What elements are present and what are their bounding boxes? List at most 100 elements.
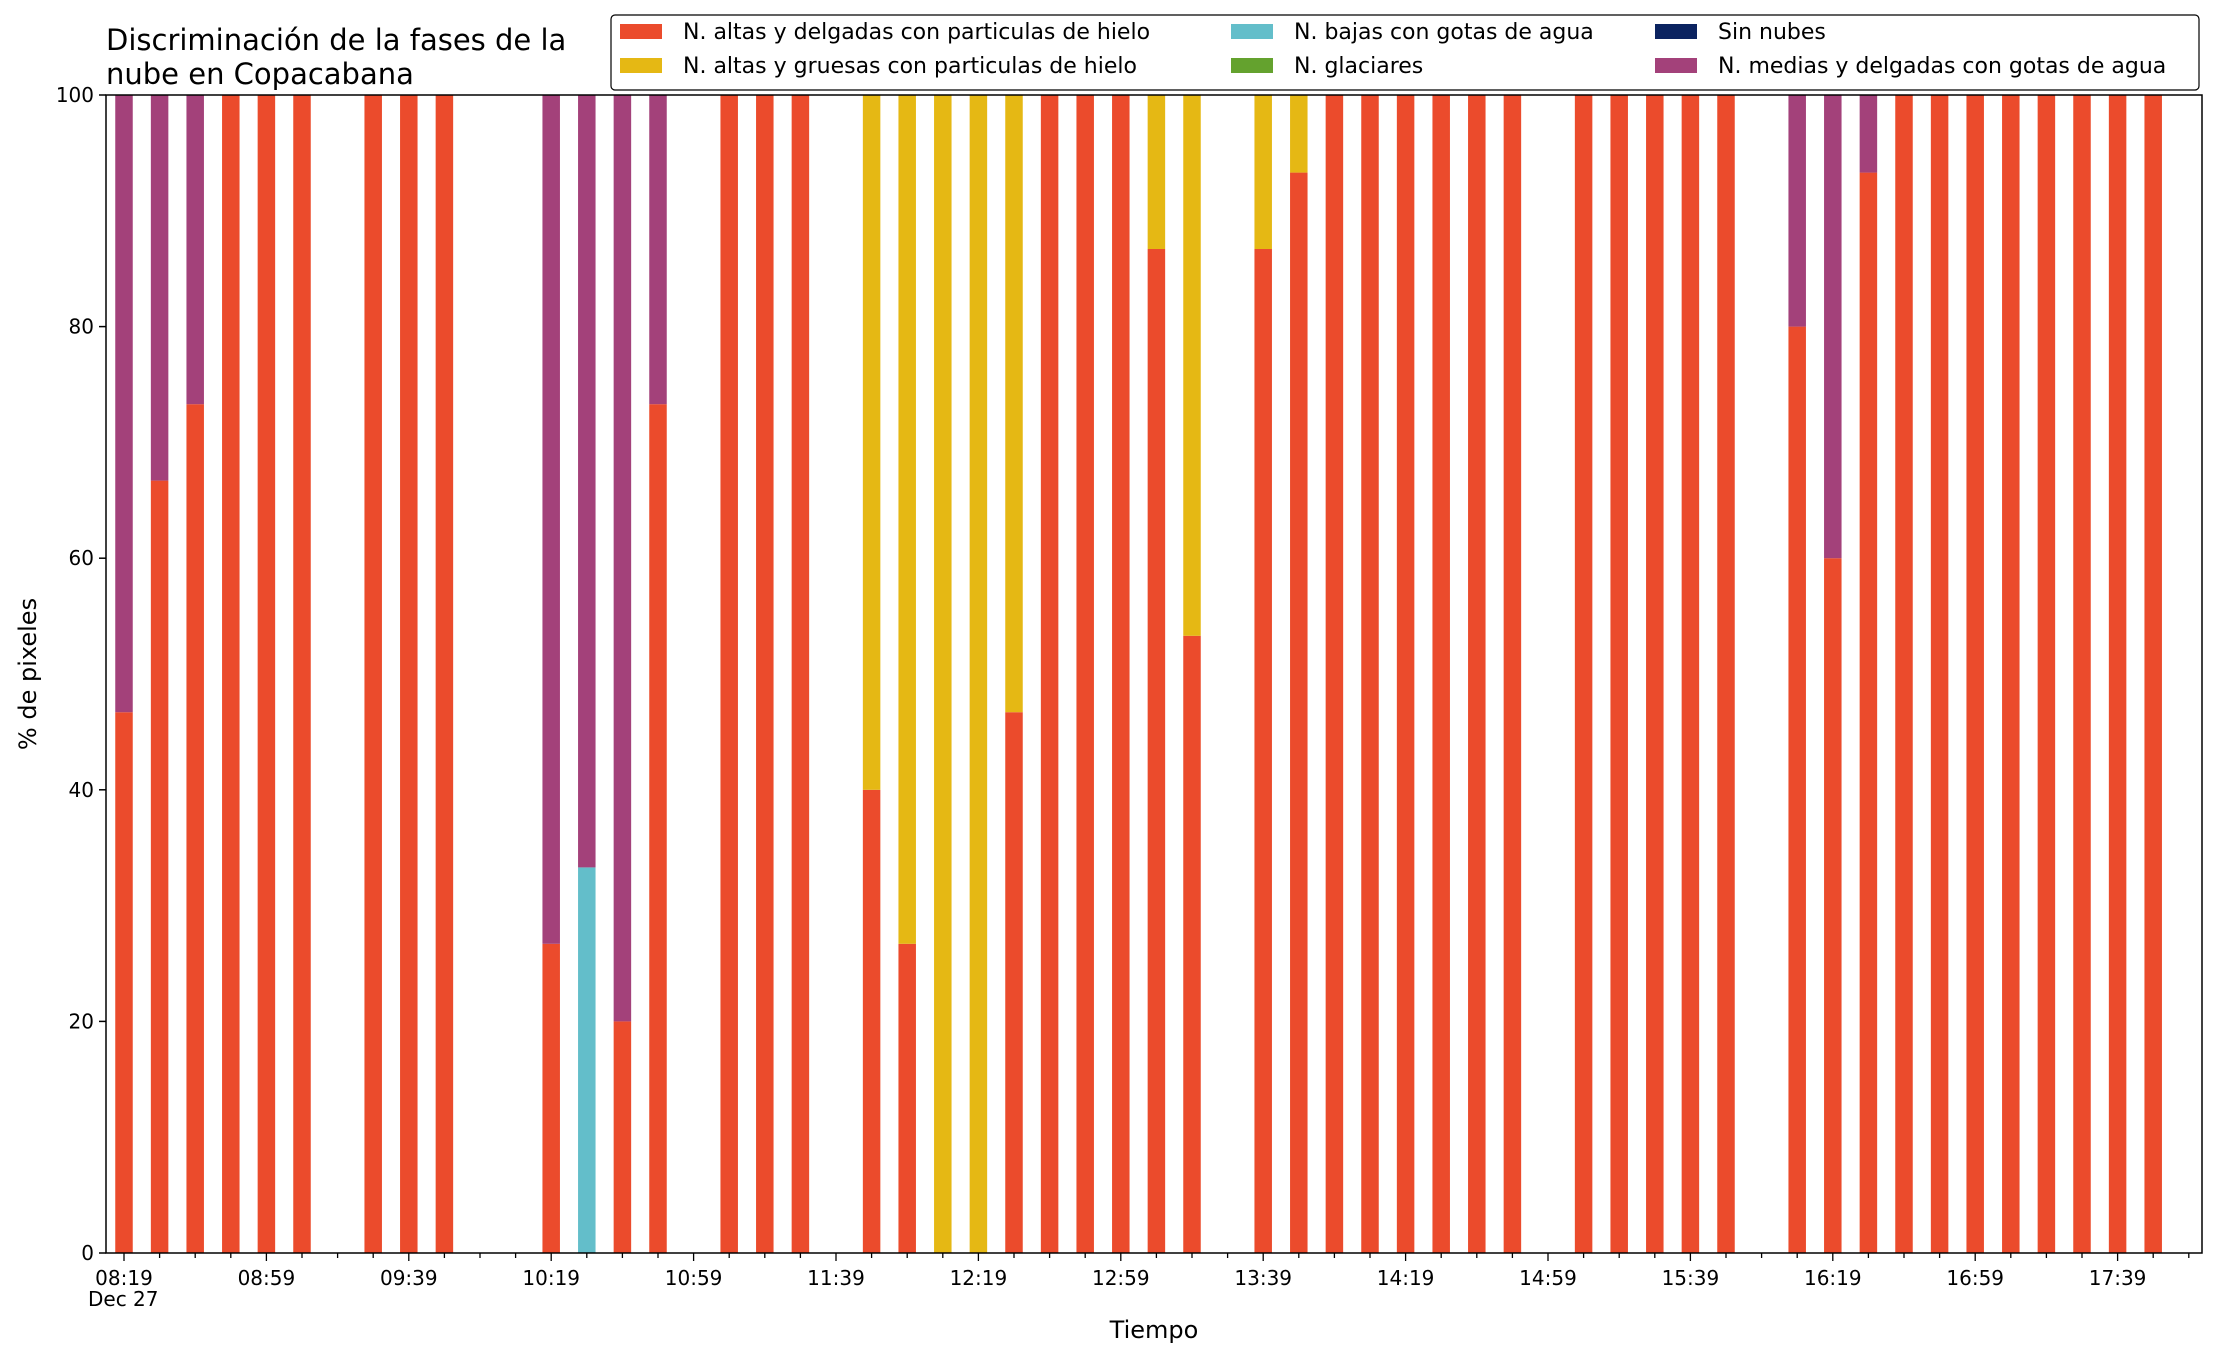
bar-segment-1249-s0 [1076, 95, 1094, 1253]
bar-segment-1159-s1 [898, 95, 916, 944]
chart-title-line-1: Discriminación de la fases de la [106, 23, 566, 57]
bar-segment-0819-s5 [115, 95, 133, 713]
bar-segment-1309-s0 [1147, 249, 1166, 1253]
x-tick-label-1219: 12:19 [950, 1266, 1008, 1290]
bar-segment-1649-s0 [1930, 95, 1949, 1253]
x-tick-label-1019: 10:19 [522, 1266, 580, 1290]
bar-segment-1349-s1 [1290, 95, 1308, 173]
bar-segment-0929-s0 [364, 95, 382, 1253]
bar-segment-1149-s1 [862, 95, 881, 790]
bar-segment-0829-s0 [150, 480, 169, 1253]
bar-segment-0949-s0 [435, 95, 454, 1253]
x-axis-label: Tiempo [1109, 1316, 1199, 1344]
legend-swatch-1 [620, 58, 662, 73]
legend-label-5: N. medias y delgadas con gotas de agua [1718, 54, 2166, 79]
legend-swatch-5 [1655, 58, 1697, 73]
plot-frame [105, 94, 2203, 1254]
bar-segment-1609-s0 [1788, 326, 1806, 1254]
bar-segment-1729-s0 [2073, 95, 2091, 1253]
bar-segment-1609-s5 [1788, 95, 1806, 327]
bar-segment-1529-s0 [1646, 95, 1664, 1253]
bar-segment-1209-s1 [934, 95, 952, 1253]
bar-segment-1229-s1 [1005, 95, 1023, 713]
y-tick-label-80: 80 [69, 315, 94, 339]
bar-segment-1119-s0 [756, 95, 774, 1253]
bar-segment-1109-s0 [720, 95, 738, 1253]
legend-swatch-0 [620, 24, 662, 39]
bar-segment-1229-s0 [1005, 712, 1023, 1253]
bar-segment-1639-s0 [1895, 95, 1913, 1253]
x-tick-label-1139: 11:39 [807, 1266, 865, 1290]
bar-segment-1019-s5 [542, 95, 560, 944]
bar-segment-1749-s0 [2144, 95, 2162, 1253]
y-tick-label-100: 100 [56, 83, 94, 107]
x-axis: 08:19 08:59 09:39 10:19 10:59 11:39 12:19 12:59… [95, 1253, 2190, 1290]
x-tick-label-1259: 12:59 [1092, 1266, 1150, 1290]
bar-segment-1349-s0 [1290, 172, 1308, 1254]
y-axis: 0 20 40 60 80 100 [56, 83, 106, 1265]
bar-segment-1429-s0 [1432, 95, 1450, 1253]
legend-box [610, 14, 2200, 91]
x-tick-label-1539: 15:39 [1662, 1266, 1720, 1290]
y-tick-label-60: 60 [69, 546, 94, 570]
x-tick-label-1459: 14:59 [1519, 1266, 1577, 1290]
bar-segment-0839-s0 [186, 404, 204, 1253]
bar-segment-1049-s0 [649, 404, 667, 1253]
legend-swatch-2 [1231, 24, 1273, 39]
bar-segment-1629-s0 [1859, 172, 1878, 1254]
bar-segment-1409-s0 [1361, 95, 1379, 1253]
legend-swatch-4 [1655, 24, 1697, 39]
bar-segment-1509-s0 [1574, 95, 1593, 1253]
legend: N. altas y delgadas con particulas de hi… [610, 14, 2200, 91]
x-tick-label-0859: 08:59 [238, 1266, 296, 1290]
bar-segment-1039-s5 [613, 95, 632, 1022]
bar-segment-1549-s0 [1717, 95, 1735, 1253]
y-tick-label-0: 0 [81, 1241, 94, 1265]
bar-segment-1519-s0 [1610, 95, 1628, 1253]
bar-segment-0909-s0 [293, 95, 311, 1253]
bar-segment-1049-s5 [649, 95, 667, 405]
bar-segment-1709-s0 [2002, 95, 2020, 1253]
bar-segment-1029-s5 [578, 95, 596, 868]
bar-segment-1029-s2 [578, 867, 596, 1253]
bar-segment-1619-s5 [1824, 95, 1842, 559]
y-tick-label-40: 40 [69, 778, 94, 802]
y-axis-label: % de pixeles [14, 598, 42, 750]
legend-label-0: N. altas y delgadas con particulas de hi… [683, 20, 1150, 45]
bar-segment-1719-s0 [2037, 95, 2056, 1253]
chart-title-line-2: nube en Copacabana [106, 57, 414, 91]
bar-segment-1259-s0 [1112, 95, 1130, 1253]
bar-segment-1319-s0 [1183, 635, 1201, 1253]
x-tick-label-0819: 08:19 [95, 1266, 153, 1290]
x-tick-label-1059: 10:59 [665, 1266, 723, 1290]
bar-segment-1339-s0 [1254, 249, 1272, 1253]
legend-swatch-3 [1231, 58, 1273, 73]
bar-segment-1149-s0 [862, 789, 881, 1253]
bars-layer [115, 95, 2162, 1254]
bar-segment-1739-s0 [2108, 95, 2127, 1253]
bar-segment-1659-s0 [1966, 95, 1984, 1253]
y-tick-label-20: 20 [69, 1009, 94, 1033]
bar-segment-0829-s5 [150, 95, 169, 481]
bar-segment-1039-s0 [613, 1021, 632, 1253]
bar-segment-1319-s1 [1183, 95, 1201, 636]
bar-segment-1619-s0 [1824, 558, 1842, 1253]
chart-title: Discriminación de la fases de la nube en… [106, 23, 566, 91]
bar-segment-1239-s0 [1040, 95, 1059, 1253]
bar-segment-1419-s0 [1396, 95, 1415, 1253]
bar-segment-1129-s0 [791, 95, 810, 1253]
bar-segment-1629-s5 [1859, 95, 1878, 173]
bar-segment-1439-s0 [1468, 95, 1486, 1253]
bar-segment-1339-s1 [1254, 95, 1272, 250]
x-tick-label-0939: 09:39 [380, 1266, 438, 1290]
bar-segment-1359-s0 [1325, 95, 1344, 1253]
legend-label-3: N. glaciares [1294, 54, 1423, 79]
bar-segment-0939-s0 [400, 95, 418, 1253]
bar-segment-1219-s1 [969, 95, 988, 1253]
legend-label-1: N. altas y gruesas con particulas de hie… [683, 54, 1137, 79]
bar-segment-0849-s0 [222, 95, 240, 1253]
bar-segment-0819-s0 [115, 712, 133, 1253]
x-tick-label-1659: 16:59 [1946, 1266, 2004, 1290]
x-tick-label-1419: 14:19 [1377, 1266, 1435, 1290]
